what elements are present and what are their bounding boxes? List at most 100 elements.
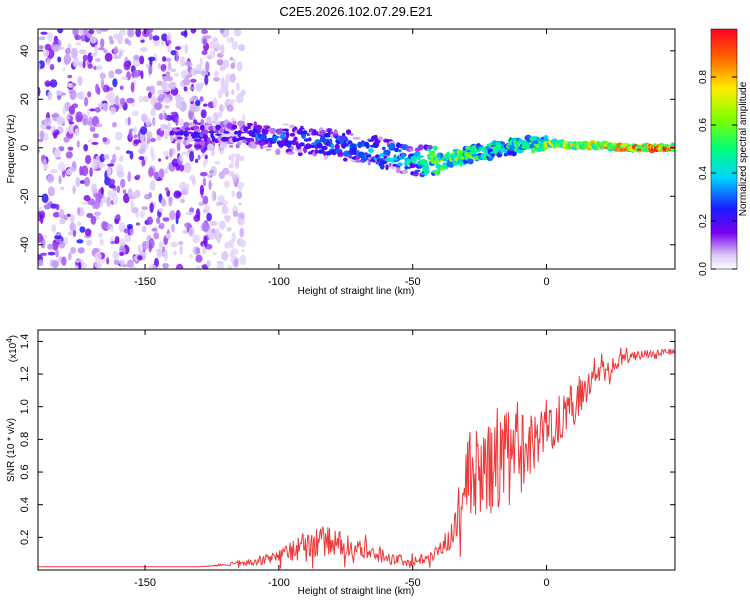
spectrogram-noise-blob xyxy=(57,161,66,172)
spectrogram-noise-blob xyxy=(209,40,217,49)
spectrogram-noise-blob xyxy=(108,184,116,189)
spectrogram-ridge-blob xyxy=(491,153,495,157)
spectrogram-noise-blob xyxy=(94,44,98,55)
spectrogram-noise-blob xyxy=(42,158,47,166)
spectrogram-ridge-blob xyxy=(417,144,424,151)
spectrogram-noise-blob xyxy=(78,49,87,55)
spectrogram-noise-blob xyxy=(74,128,80,137)
spectrogram-noise-blob xyxy=(44,43,52,51)
spectrogram-noise-blob xyxy=(224,241,232,249)
spectrogram-noise-blob xyxy=(106,86,110,92)
spectrogram-noise-blob xyxy=(169,148,173,158)
y-tick-label: 1.4 xyxy=(19,334,31,349)
spectrogram-noise-blob xyxy=(40,252,47,256)
spectrogram-noise-blob xyxy=(157,94,164,103)
spectrogram-noise-blob xyxy=(109,178,116,186)
spectrogram-noise-blob xyxy=(112,122,117,128)
spectrogram-noise-blob xyxy=(123,60,131,71)
spectrogram-noise-blob xyxy=(183,162,192,173)
spectrogram-noise-blob xyxy=(196,265,200,269)
spectrogram-noise-blob xyxy=(62,105,66,115)
spectrogram-noise-blob xyxy=(193,214,201,222)
y-tick-label: -20 xyxy=(19,188,31,204)
spectrogram-noise-blob xyxy=(203,204,210,215)
spectrogram-ridge-blob xyxy=(349,143,357,149)
spectrogram-noise-blob xyxy=(51,260,59,269)
spectrogram-noise-blob xyxy=(181,151,188,155)
y-tick-label: 0 xyxy=(19,145,31,151)
spectrogram-noise-blob xyxy=(240,89,246,97)
colorbar-gradient xyxy=(710,28,738,270)
spectrogram-ridge-blob xyxy=(179,130,184,136)
spectrogram-noise-blob xyxy=(183,77,191,86)
spectrogram-noise-blob xyxy=(157,62,161,70)
spectrogram-noise-blob xyxy=(69,89,77,101)
spectrogram-ridge-blob xyxy=(184,137,189,141)
spectrogram-noise-blob xyxy=(202,160,207,168)
spectrogram-noise-blob xyxy=(171,223,175,233)
spectrogram-noise-blob xyxy=(118,259,125,266)
spectrogram-noise-blob xyxy=(140,126,148,135)
spectrogram-noise-blob xyxy=(190,78,197,83)
spectrogram-noise-blob xyxy=(59,218,63,225)
spectrogram-noise-blob xyxy=(72,29,79,36)
spectrogram-noise-blob xyxy=(160,198,167,207)
spectrogram-noise-blob xyxy=(211,150,215,157)
spectrogram-noise-blob xyxy=(38,87,41,97)
spectrogram-noise-blob xyxy=(102,137,108,143)
spectrogram-noise-blob xyxy=(221,252,226,256)
spectrogram-noise-blob xyxy=(145,63,150,69)
spectrogram-noise-blob xyxy=(47,186,56,197)
spectrogram-noise-blob xyxy=(70,246,76,254)
spectrogram-noise-blob xyxy=(80,165,89,177)
colorbar-tick-label: 0.2 xyxy=(698,214,709,228)
spectrogram-noise-blob xyxy=(53,131,58,139)
spectrogram-noise-blob xyxy=(102,102,109,112)
spectrogram-ridge-blob xyxy=(333,129,338,135)
spectrogram-noise-blob xyxy=(84,154,92,165)
spectrogram-noise-blob xyxy=(94,211,102,216)
spectrogram-noise-blob xyxy=(126,259,134,268)
spectrogram-noise-blob xyxy=(57,56,62,63)
spectrogram-noise-blob xyxy=(223,215,232,220)
spectrogram-noise-blob xyxy=(157,89,165,95)
spectrogram-ridge-blob xyxy=(286,151,295,155)
spectrogram-noise-blob xyxy=(65,151,73,159)
spectrogram-ridge-blob xyxy=(534,144,539,147)
spectrogram-noise-blob xyxy=(151,152,156,161)
spectrogram-ridge-blob xyxy=(191,136,197,139)
spectrogram-noise-blob xyxy=(110,226,114,233)
spectrogram-noise-blob xyxy=(80,34,86,42)
spectrogram-noise-blob xyxy=(170,241,178,248)
spectrogram-noise-blob xyxy=(184,222,192,228)
spectrogram-noise-blob xyxy=(184,61,192,67)
spectrogram-noise-blob xyxy=(194,70,202,75)
spectrogram-noise-blob xyxy=(154,102,162,111)
spectrogram-noise-blob xyxy=(67,74,73,79)
spectrogram-ridge-blob xyxy=(238,136,247,140)
spectrogram-noise-blob xyxy=(141,240,149,250)
spectrogram-noise-blob xyxy=(215,228,221,237)
y-tick-label: 0.4 xyxy=(19,497,31,512)
spectrogram-ridge-blob xyxy=(314,149,318,155)
spectrogram-noise-blob xyxy=(229,73,236,83)
spectrogram-noise-blob xyxy=(203,103,208,107)
spectrogram-noise-blob xyxy=(63,136,70,143)
spectrogram-noise-blob xyxy=(174,94,182,102)
spectrogram-noise-blob xyxy=(91,159,99,170)
spectrogram-noise-blob xyxy=(218,220,226,230)
spectrogram-noise-blob xyxy=(120,76,129,80)
spectrogram-ridge-blob xyxy=(467,158,474,165)
spectrogram-ridge-blob xyxy=(192,125,200,130)
spectrogram-ridge-blob xyxy=(265,148,271,152)
spectrogram-noise-blob xyxy=(119,238,126,249)
spectrogram-noise-blob xyxy=(108,87,114,91)
spectrogram-ridge-blob xyxy=(378,136,384,141)
spectrogram-noise-blob xyxy=(97,102,104,108)
spectrogram-noise-blob xyxy=(135,29,142,38)
spectrogram-noise-blob xyxy=(46,174,55,184)
spectrogram-ridge-blob xyxy=(229,144,234,148)
y-tick-label: 1.0 xyxy=(19,399,31,414)
spectrogram-ridge-blob xyxy=(401,152,405,159)
spectrogram-noise-blob xyxy=(122,189,127,194)
